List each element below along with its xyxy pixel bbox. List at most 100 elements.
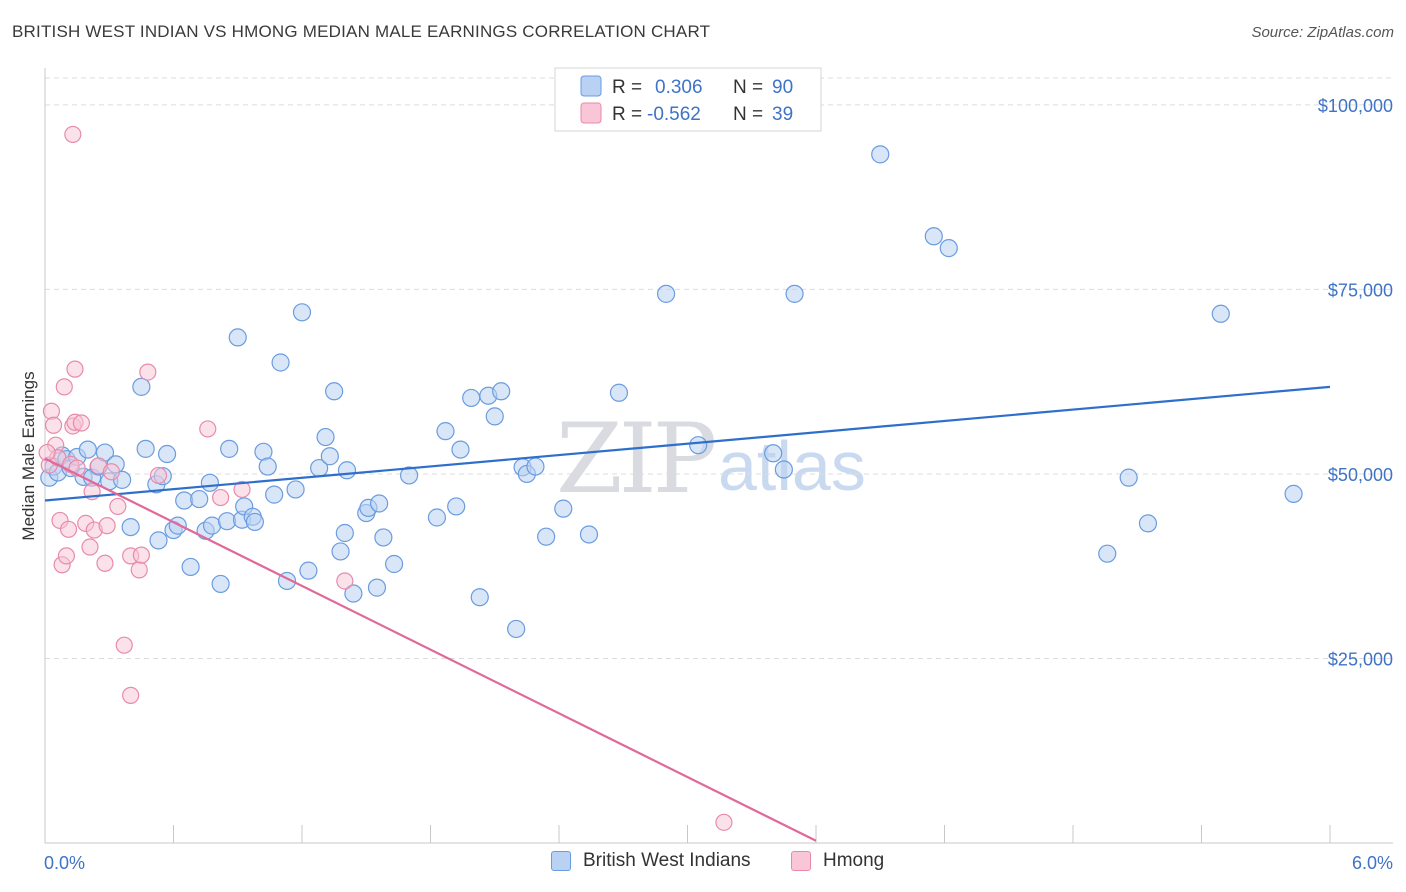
legend-item-british-west-indians: British West Indians — [551, 850, 751, 872]
bwi-point-89 — [1211, 304, 1230, 323]
bwi-point-17 — [136, 439, 155, 458]
bwi-point-86 — [1098, 544, 1117, 563]
legend-n-value-2: 39 — [772, 104, 793, 125]
bwi-point-24 — [175, 491, 194, 510]
x-tick-labels: 0.0% 6.0% — [44, 853, 1393, 873]
legend-swatch-hmong — [791, 851, 811, 871]
bwi-point-75 — [554, 499, 573, 518]
bwi-point-29 — [202, 516, 222, 535]
bwi-point-90 — [1284, 484, 1303, 503]
bwi-point-78 — [656, 284, 676, 303]
bwi-point-33 — [228, 328, 247, 347]
bwi-point-59 — [384, 554, 404, 574]
bwi-point-31 — [217, 512, 237, 531]
legend-r-value-2: -0.562 — [647, 104, 701, 125]
bwi-point-68 — [485, 407, 504, 426]
hmong-point-33 — [199, 420, 217, 438]
bwi-point-52 — [337, 461, 357, 480]
bwi-point-45 — [299, 561, 318, 580]
bwi-point-60 — [399, 466, 419, 485]
bwi-point-30 — [211, 574, 230, 594]
bwi-point-58 — [374, 528, 393, 547]
y-tick-label-2: $75,000 — [1328, 280, 1393, 300]
hmong-point-19 — [81, 538, 99, 556]
hmong-point-7 — [55, 378, 73, 396]
bwi-point-85 — [939, 238, 958, 258]
hmong-point-29 — [130, 561, 148, 579]
bwi-point-21 — [157, 444, 177, 464]
hmong-point-13 — [64, 125, 82, 144]
y-tick-label-3: $100,000 — [1318, 96, 1393, 116]
bwi-point-19 — [149, 531, 168, 550]
bwi-point-28 — [200, 473, 220, 492]
legend-item-hmong: Hmong — [791, 850, 884, 872]
bwi-point-74 — [537, 527, 556, 546]
bwi-point-16 — [132, 377, 151, 396]
bwi-point-81 — [774, 460, 793, 479]
y-axis-label: Median Male Earnings — [19, 371, 38, 540]
hmong-point-1 — [42, 402, 61, 420]
bwi-point-64 — [451, 440, 470, 459]
hmong-point-31 — [139, 363, 157, 381]
hmong-point-16 — [72, 414, 91, 432]
series-hmong — [38, 125, 733, 831]
chart-title: BRITISH WEST INDIAN VS HMONG MEDIAN MALE… — [12, 22, 711, 41]
bwi-point-62 — [436, 422, 455, 441]
bwi-point-57 — [370, 494, 389, 513]
y-tick-label-1: $50,000 — [1328, 465, 1393, 485]
x-tick-label-max: 6.0% — [1352, 853, 1393, 873]
hmong-point-22 — [96, 554, 114, 572]
hmong-point-8 — [57, 547, 76, 565]
legend-r-value-1: 0.306 — [655, 77, 703, 98]
bwi-point-49 — [325, 382, 344, 401]
bottom-legend: British West Indians Hmong — [0, 850, 1406, 880]
hmong-trend-line — [44, 457, 817, 842]
hmong-point-37 — [715, 813, 733, 831]
bwi-point-70 — [507, 619, 526, 639]
legend-r-label-2: R = — [612, 104, 642, 125]
legend-swatch-blue — [580, 75, 602, 97]
bwi-point-23 — [168, 516, 187, 535]
bwi-trend-line — [44, 385, 1331, 502]
watermark-zip: ZIP — [556, 403, 715, 515]
bwi-point-32 — [220, 439, 239, 458]
bwi-point-87 — [1119, 468, 1138, 487]
hmong-point-35 — [233, 480, 251, 499]
bwi-point-84 — [924, 227, 943, 246]
bwi-point-43 — [286, 480, 305, 499]
legend-swatch-pink — [580, 102, 602, 124]
hmong-point-27 — [122, 686, 140, 704]
bwi-point-88 — [1138, 514, 1158, 533]
bwi-point-26 — [190, 489, 209, 509]
legend-n-label-1: N = — [733, 77, 763, 98]
bwi-point-48 — [320, 447, 339, 466]
bwi-point-41 — [271, 353, 290, 372]
bwi-point-80 — [764, 444, 783, 463]
hmong-point-34 — [212, 488, 230, 507]
hmong-point-32 — [149, 466, 168, 485]
hmong-point-14 — [66, 360, 84, 378]
bwi-point-82 — [785, 284, 804, 303]
bwi-point-79 — [689, 436, 708, 455]
bwi-point-69 — [492, 382, 511, 401]
legend-r-label-1: R = — [612, 77, 642, 98]
bwi-point-65 — [462, 388, 481, 408]
bwi-point-83 — [871, 145, 890, 164]
x-tick-label-min: 0.0% — [44, 853, 85, 873]
hmong-point-2 — [44, 416, 63, 434]
bwi-point-44 — [292, 303, 312, 322]
bwi-point-76 — [579, 525, 599, 544]
hmong-point-24 — [102, 463, 120, 481]
bwi-point-37 — [245, 512, 264, 532]
legend-swatch-british-west-indians — [551, 851, 571, 871]
y-tick-labels: $25,000 $50,000 $75,000 $100,000 — [1318, 96, 1393, 670]
bwi-point-15 — [121, 517, 140, 537]
legend-label-british-west-indians: British West Indians — [583, 850, 751, 871]
legend-n-label-2: N = — [733, 104, 763, 125]
bwi-point-51 — [335, 523, 354, 543]
bwi-point-56 — [367, 578, 387, 597]
hmong-point-23 — [98, 517, 116, 535]
hmong-point-38 — [38, 443, 56, 462]
gridlines — [45, 77, 1393, 659]
